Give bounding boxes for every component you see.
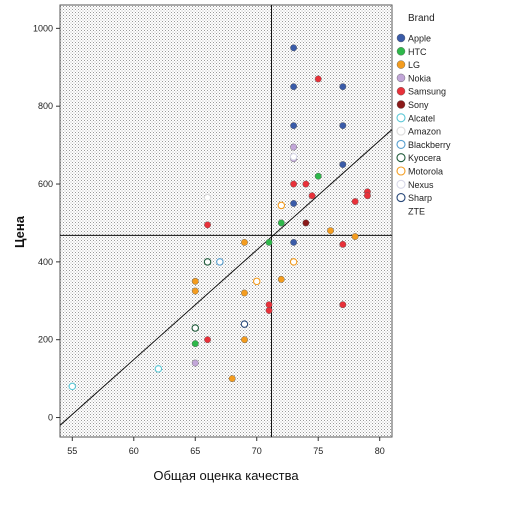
data-point-lg xyxy=(191,287,199,295)
data-point-samsung xyxy=(364,192,371,200)
legend-label-samsung: Samsung xyxy=(408,87,446,97)
data-point-apple xyxy=(290,44,298,52)
data-point-lg xyxy=(191,277,199,285)
legend-label-nexus: Nexus xyxy=(408,180,434,190)
legend-marker-zte xyxy=(396,206,406,216)
data-point-kyocera xyxy=(203,258,212,266)
data-point-htc xyxy=(265,239,273,246)
legend-title: Brand xyxy=(408,13,435,24)
data-point-lg xyxy=(228,375,236,383)
legend-marker-kyocera xyxy=(396,153,406,163)
data-point-apple xyxy=(290,83,298,91)
legend-marker-htc xyxy=(396,47,406,56)
data-point-apple xyxy=(290,200,298,207)
legend-label-sharp: Sharp xyxy=(408,193,432,203)
data-point-htc xyxy=(277,219,285,227)
legend-label-amazon: Amazon xyxy=(408,127,441,137)
data-point-apple xyxy=(339,161,347,168)
data-point-apple xyxy=(290,239,298,246)
plot-area xyxy=(59,4,393,438)
data-point-motorola xyxy=(277,201,286,210)
x-tick-label: 60 xyxy=(129,446,139,456)
data-point-apple xyxy=(339,83,347,91)
data-point-amazon xyxy=(203,193,212,202)
legend-marker-alcatel xyxy=(396,113,406,123)
y-tick-label: 800 xyxy=(38,101,53,111)
data-point-lg xyxy=(241,239,248,246)
data-point-motorola xyxy=(252,277,261,286)
data-point-samsung xyxy=(351,198,359,205)
data-point-htc xyxy=(191,340,199,347)
legend-label-apple: Apple xyxy=(408,34,431,44)
legend-marker-blackberry xyxy=(396,139,406,149)
data-point-samsung xyxy=(265,307,273,314)
legend: Brand Apple HTC LG Nokia Samsung Sony Alcatel A… xyxy=(396,13,451,216)
x-tick-label: 65 xyxy=(190,446,200,456)
data-point-lg xyxy=(277,275,285,283)
legend-marker-nokia xyxy=(396,73,406,83)
y-tick-label: 0 xyxy=(48,413,53,423)
legend-label-blackberry: Blackberry xyxy=(408,140,451,150)
data-point-nexus xyxy=(289,153,298,161)
x-tick-label: 75 xyxy=(313,446,323,456)
data-point-apple xyxy=(290,122,298,130)
y-tick-label: 1000 xyxy=(33,23,53,33)
x-tick-label: 55 xyxy=(67,446,77,456)
legend-marker-sharp xyxy=(396,193,406,203)
x-tick-label: 70 xyxy=(252,446,262,456)
data-point-alcatel xyxy=(68,382,77,391)
legend-marker-nexus xyxy=(396,179,406,189)
y-axis-title: Цена xyxy=(12,215,27,248)
data-point-samsung xyxy=(204,221,211,229)
legend-label-alcatel: Alcatel xyxy=(408,113,435,123)
legend-marker-samsung xyxy=(396,86,406,96)
legend-label-lg: LG xyxy=(408,60,420,70)
legend-label-htc: HTC xyxy=(408,47,427,57)
data-point-samsung xyxy=(339,301,347,309)
legend-label-motorola: Motorola xyxy=(408,167,443,177)
data-point-samsung xyxy=(308,192,316,200)
data-point-samsung xyxy=(339,240,347,248)
data-point-samsung xyxy=(290,180,298,188)
legend-marker-lg xyxy=(396,60,406,69)
data-point-lg xyxy=(241,336,248,344)
data-point-nokia xyxy=(290,143,298,151)
data-point-sony xyxy=(302,219,310,227)
x-tick-label: 80 xyxy=(375,446,385,456)
data-point-samsung xyxy=(302,180,310,188)
data-point-nokia xyxy=(191,359,199,367)
data-point-samsung xyxy=(204,336,211,344)
x-axis-title: Общая оценка качества xyxy=(153,468,299,483)
legend-marker-apple xyxy=(396,33,406,43)
legend-label-kyocera: Kyocera xyxy=(408,153,441,163)
data-point-lg xyxy=(327,227,334,235)
legend-label-sony: Sony xyxy=(408,100,429,110)
data-point-alcatel xyxy=(154,365,163,373)
y-tick-label: 400 xyxy=(38,257,53,267)
legend-label-nokia: Nokia xyxy=(408,73,431,83)
legend-marker-amazon xyxy=(396,126,406,136)
data-point-kyocera xyxy=(191,324,200,332)
data-point-sharp xyxy=(240,320,249,328)
data-point-samsung xyxy=(265,301,273,309)
legend-marker-motorola xyxy=(396,166,406,176)
data-point-blackberry xyxy=(216,258,224,266)
y-tick-label: 600 xyxy=(38,179,53,189)
y-tick-label: 200 xyxy=(38,335,53,345)
fit-line xyxy=(60,129,392,426)
data-point-apple xyxy=(339,122,347,130)
data-point-htc xyxy=(314,172,322,180)
data-point-lg xyxy=(351,233,359,240)
data-point-motorola xyxy=(289,258,298,266)
legend-marker-sony xyxy=(396,100,406,109)
legend-label-zte: ZTE xyxy=(408,206,425,216)
data-point-lg xyxy=(241,289,248,297)
data-point-samsung xyxy=(314,75,322,83)
